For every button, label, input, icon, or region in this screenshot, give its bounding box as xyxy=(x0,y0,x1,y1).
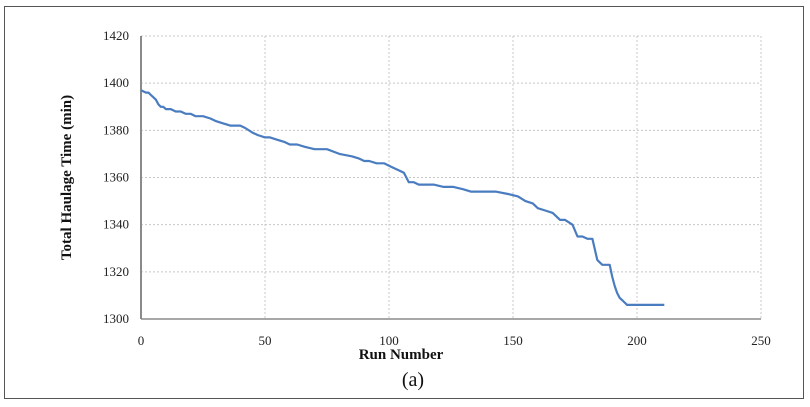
figure-caption: (a) xyxy=(402,369,424,391)
series-layer xyxy=(140,89,665,306)
y-tick-label: 1400 xyxy=(103,75,129,90)
y-tick-label: 1380 xyxy=(103,122,129,137)
x-tick-label: 100 xyxy=(379,333,399,348)
x-tick-label: 0 xyxy=(138,333,145,348)
x-tick-label: 50 xyxy=(259,333,272,348)
x-tick-label: 150 xyxy=(503,333,523,348)
y-tick-label: 1360 xyxy=(103,170,129,185)
figure-frame: 1300 1320 1340 1360 1380 1400 1420 0 50 100 150 200… xyxy=(4,6,804,399)
y-tick-label: 1340 xyxy=(103,217,129,232)
y-tick-label: 1300 xyxy=(103,311,129,326)
y-tick-label: 1320 xyxy=(103,264,129,279)
axes xyxy=(140,36,761,320)
x-tick-label: 250 xyxy=(751,333,771,348)
grid-lines xyxy=(141,35,762,319)
x-axis-title: Run Number xyxy=(359,347,444,363)
y-tick-label: 1420 xyxy=(103,28,129,43)
x-tick-label: 200 xyxy=(627,333,647,348)
tick-labels: 1300 1320 1340 1360 1380 1400 1420 0 50 100 150 200… xyxy=(103,28,771,348)
line-chart: 1300 1320 1340 1360 1380 1400 1420 0 50 100 150 200… xyxy=(59,28,771,391)
y-axis-title: Total Haulage Time (min) xyxy=(59,95,75,260)
series-line xyxy=(140,89,665,306)
